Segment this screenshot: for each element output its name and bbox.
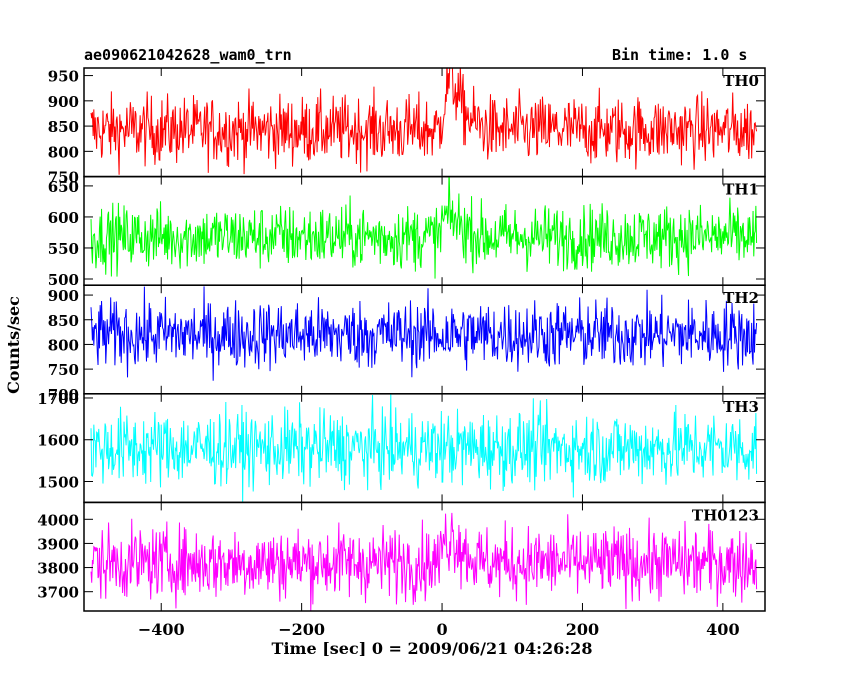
panel-label: TH0 [723, 72, 759, 90]
y-tick-label: 900 [48, 93, 79, 111]
y-tick-label: 3800 [37, 560, 79, 578]
panel-label: TH2 [723, 289, 759, 307]
panels-group: 750 800 850 900 950 TH0 500 550 600 650 TH1 700 750 8… [37, 67, 766, 612]
y-tick-label: 850 [48, 312, 79, 330]
panel-th2: 700 750 800 850 900 TH2 [48, 284, 766, 404]
x-axis-label: Time [sec] 0 = 2009/06/21 04:26:28 [272, 639, 593, 658]
x-tick-label: 400 [706, 620, 739, 639]
y-tick-label: 4000 [37, 511, 79, 529]
panel-label: TH3 [723, 398, 759, 416]
x-axis: −400 −200 0 200 400 [138, 620, 740, 639]
series-line-th0 [90, 68, 758, 175]
y-tick-label: 750 [48, 169, 79, 187]
series-line-th2 [90, 286, 758, 381]
y-tick-label: 650 [48, 178, 79, 196]
panel-label: TH0123 [692, 506, 759, 524]
y-tick-label: 500 [48, 271, 79, 289]
series-line-th0123 [90, 512, 758, 611]
y-tick-label: 700 [48, 386, 79, 404]
x-tick-label: 200 [566, 620, 599, 639]
y-tick-label: 900 [48, 287, 79, 305]
series-line-th1 [90, 176, 758, 279]
panel-th1: 500 550 600 650 TH1 [48, 175, 766, 289]
panel-th3: 1500 1600 1700 TH3 [37, 390, 766, 504]
y-tick-label: 1700 [37, 390, 79, 408]
y-tick-label: 3700 [37, 584, 79, 602]
y-tick-label: 750 [48, 361, 79, 379]
chart-title: ae090621042628_wam0_trn [84, 46, 292, 64]
series-line-th3 [90, 393, 758, 503]
y-tick-label: 800 [48, 143, 79, 161]
y-tick-label: 1600 [37, 432, 79, 450]
panel-frame [83, 501, 766, 612]
y-tick-label: 800 [48, 336, 79, 354]
y-tick-label: 850 [48, 118, 79, 136]
y-tick-label: 950 [48, 68, 79, 86]
y-tick-label: 1500 [37, 474, 79, 492]
y-tick-label: 550 [48, 240, 79, 258]
panel-th0: 750 800 850 900 950 TH0 [48, 67, 766, 187]
y-tick-label: 3900 [37, 535, 79, 553]
x-tick-label: −400 [138, 620, 185, 639]
x-tick-label: 0 [436, 620, 447, 639]
y-tick-label: 600 [48, 209, 79, 227]
panel-th0123: 3700 3800 3900 4000 TH0123 [37, 501, 766, 612]
panel-label: TH1 [723, 181, 759, 199]
bin-time-label: Bin time: 1.0 s [612, 46, 748, 64]
y-axis-label: Counts/sec [4, 296, 23, 394]
x-tick-label: −200 [278, 620, 325, 639]
